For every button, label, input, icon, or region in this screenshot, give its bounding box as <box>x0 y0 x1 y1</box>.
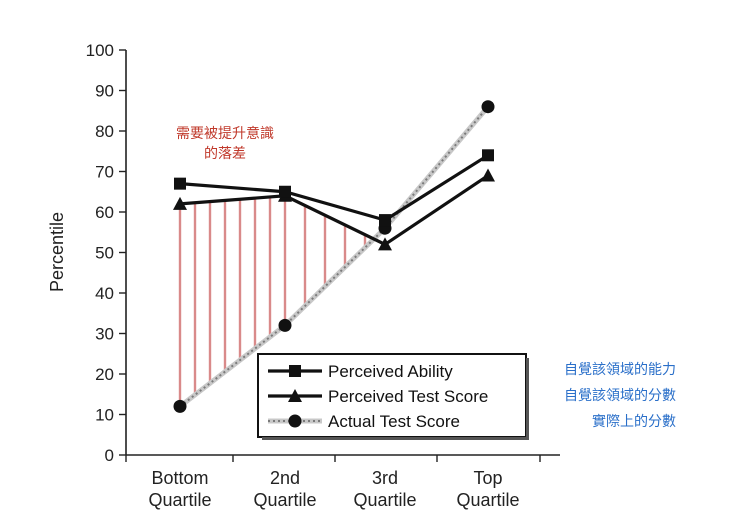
series-line <box>179 174 489 247</box>
legend-item: Actual Test Score <box>268 412 460 431</box>
x-tick-label: Bottom Quartile <box>148 468 211 510</box>
legend-marker <box>289 365 301 377</box>
series-line <box>179 153 489 222</box>
data-point <box>174 177 186 190</box>
legend-annotation: 自覺該領域的能力 自覺該領域的分數 實際上的分數 <box>536 357 676 435</box>
data-point <box>481 168 495 182</box>
x-tick-label: 2nd Quartile <box>253 468 316 510</box>
gap-annotation-line-1: 需要被提升意識 <box>176 126 274 142</box>
legend-label: Actual Test Score <box>328 412 460 431</box>
series-line <box>179 106 489 408</box>
legend-label: Perceived Test Score <box>328 387 488 406</box>
legend-box-shadow-right <box>526 358 529 440</box>
data-point <box>173 196 187 210</box>
y-tick-label: 10 <box>95 406 114 425</box>
legend-annotation-actual-score: 實際上的分數 <box>592 414 676 430</box>
y-tick-label: 20 <box>95 365 114 384</box>
data-point <box>279 185 291 198</box>
data-point <box>378 237 392 251</box>
data-point <box>482 149 494 162</box>
series-perceived-ability <box>174 149 494 227</box>
x-tick-label: Top Quartile <box>456 468 519 510</box>
data-point <box>379 214 391 227</box>
legend-box-shadow-bottom <box>262 437 529 440</box>
gap-annotation: 需要被提升意識 的落差 <box>170 124 280 164</box>
legend-annotation-perceived-ability: 自覺該領域的能力 <box>564 362 676 378</box>
y-tick-label: 0 <box>105 446 114 465</box>
legend-marker <box>288 389 302 402</box>
data-point <box>278 318 292 332</box>
y-tick-label: 30 <box>95 325 114 344</box>
y-tick-label: 40 <box>95 284 114 303</box>
legend-marker <box>288 414 302 428</box>
y-axis-label: Percentile <box>47 212 67 292</box>
legend-annotation-perceived-score: 自覺該領域的分數 <box>564 388 676 404</box>
y-tick-label: 90 <box>95 82 114 101</box>
y-tick-label: 60 <box>95 203 114 222</box>
y-tick-label: 70 <box>95 163 114 182</box>
y-tick-label: 100 <box>86 41 114 60</box>
data-point <box>173 399 187 413</box>
x-tick-label: 3rd Quartile <box>353 468 416 510</box>
data-point <box>481 100 495 114</box>
axes: 0 10 20 30 40 50 60 70 80 90 100 Bottom Quartile 2nd Q… <box>86 41 560 510</box>
series-actual-test-score <box>173 100 495 413</box>
y-tick-label: 80 <box>95 122 114 141</box>
series-layer <box>173 100 495 413</box>
y-tick-label: 50 <box>95 244 114 263</box>
legend-label: Perceived Ability <box>328 362 453 381</box>
legend-item: Perceived Ability <box>268 362 453 381</box>
legend: Perceived Ability Perceived Test Score Act… <box>257 353 529 440</box>
legend-item: Perceived Test Score <box>268 387 488 406</box>
series-perceived-test-score <box>173 168 495 251</box>
gap-lines <box>178 195 367 407</box>
gap-annotation-line-2: 的落差 <box>204 146 246 162</box>
